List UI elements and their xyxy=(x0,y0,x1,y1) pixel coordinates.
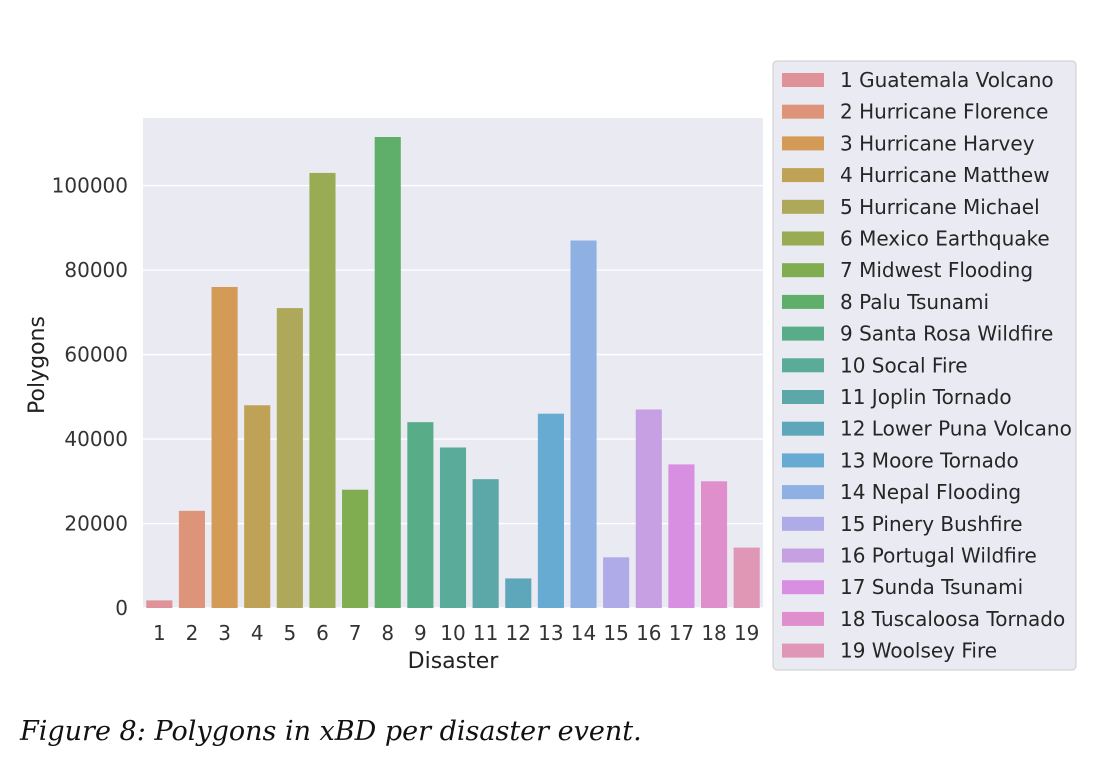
y-axis-label: Polygons xyxy=(25,316,50,414)
y-tick-label: 60000 xyxy=(64,343,128,367)
legend-swatch xyxy=(782,294,824,309)
bar-9 xyxy=(407,422,434,608)
bar-1 xyxy=(146,600,173,608)
legend-item-label: 17 Sunda Tsunami xyxy=(840,575,1023,599)
x-tick-label: 4 xyxy=(251,621,264,645)
legend-swatch xyxy=(782,231,824,246)
legend-swatch xyxy=(782,390,824,404)
legend-swatch xyxy=(782,73,824,87)
bar-2 xyxy=(178,510,205,608)
bar-8 xyxy=(374,137,401,609)
bar-4 xyxy=(244,405,271,608)
legend-box xyxy=(772,60,1077,671)
bar-11 xyxy=(472,479,499,608)
x-tick-label: 13 xyxy=(538,621,563,645)
legend-swatch xyxy=(782,136,824,151)
legend-item-label: 4 Hurricane Matthew xyxy=(840,163,1050,187)
bar-12 xyxy=(505,578,532,608)
legend-swatch xyxy=(782,611,824,626)
legend-item-label: 19 Woolsey Fire xyxy=(840,639,997,663)
bar-14 xyxy=(570,240,597,608)
x-tick-label: 3 xyxy=(218,621,231,645)
legend-item-label: 7 Midwest Flooding xyxy=(840,258,1033,282)
x-tick-labels: 1 2 3 4 5 6 7 8 9 10 11 12 13 14 15 16 17 18 19 xyxy=(153,621,759,645)
legend-swatch xyxy=(782,516,824,531)
legend-swatch xyxy=(782,168,824,183)
legend-swatch xyxy=(782,421,824,436)
legend-item-label: 18 Tuscaloosa Tornado xyxy=(840,607,1065,631)
x-tick-label: 12 xyxy=(506,621,531,645)
x-tick-label: 6 xyxy=(316,621,329,645)
legend-item-label: 5 Hurricane Michael xyxy=(840,195,1040,219)
bar-5 xyxy=(276,308,303,608)
legend-item-label: 6 Mexico Earthquake xyxy=(840,227,1050,251)
x-tick-label: 7 xyxy=(349,621,362,645)
legend-item-label: 1 Guatemala Volcano xyxy=(840,68,1054,92)
legend-swatch xyxy=(782,326,824,341)
bars xyxy=(146,137,760,609)
legend-swatch xyxy=(782,548,824,563)
bar-15 xyxy=(603,557,630,608)
x-tick-label: 2 xyxy=(186,621,199,645)
legend-item-label: 11 Joplin Tornado xyxy=(840,385,1012,409)
legend: 1 Guatemala Volcano 2 Hurricane Florence 3… xyxy=(772,60,1077,671)
legend-swatch xyxy=(782,580,824,595)
x-tick-label: 10 xyxy=(440,621,465,645)
bar-18 xyxy=(701,481,728,608)
x-tick-label: 8 xyxy=(381,621,394,645)
legend-item-label: 13 Moore Tornado xyxy=(840,448,1019,472)
legend-swatch xyxy=(782,643,824,658)
legend-item-label: 8 Palu Tsunami xyxy=(840,290,989,314)
legend-swatch xyxy=(782,263,824,278)
legend-swatch xyxy=(782,104,824,119)
x-tick-label: 17 xyxy=(669,621,694,645)
legend-swatch xyxy=(782,358,824,373)
legend-item-label: 10 Socal Fire xyxy=(840,353,968,377)
legend-item-label: 12 Lower Puna Volcano xyxy=(840,417,1072,441)
x-tick-label: 1 xyxy=(153,621,166,645)
legend-swatch xyxy=(782,453,824,468)
x-tick-label: 15 xyxy=(603,621,628,645)
x-tick-label: 5 xyxy=(283,621,296,645)
legend-item-label: 2 Hurricane Florence xyxy=(840,100,1048,124)
legend-swatch xyxy=(782,199,824,214)
bar-7 xyxy=(342,489,369,608)
x-tick-label: 9 xyxy=(414,621,427,645)
bar-19 xyxy=(733,547,760,608)
legend-swatch xyxy=(782,485,824,500)
figure-caption: Figure 8: Polygons in xBD per disaster e… xyxy=(20,716,642,747)
x-tick-label: 11 xyxy=(473,621,498,645)
legend-item-label: 3 Hurricane Harvey xyxy=(840,131,1035,155)
legend-item-label: 15 Pinery Bushfire xyxy=(840,512,1023,536)
x-tick-label: 16 xyxy=(636,621,661,645)
x-tick-label: 14 xyxy=(571,621,596,645)
bar-6 xyxy=(309,172,336,608)
y-tick-label: 80000 xyxy=(64,258,128,282)
y-tick-labels: 0 20000 40000 60000 80000 100000 xyxy=(52,174,128,620)
bar-10 xyxy=(439,447,467,608)
bar-13 xyxy=(537,413,564,608)
y-tick-label: 0 xyxy=(115,596,128,620)
legend-item-label: 16 Portugal Wildfire xyxy=(840,544,1037,568)
bar-17 xyxy=(668,464,695,608)
y-tick-label: 20000 xyxy=(64,512,128,536)
y-tick-label: 100000 xyxy=(52,174,128,198)
bar-3 xyxy=(211,286,238,608)
x-axis-label: Disaster xyxy=(408,649,500,674)
y-tick-label: 40000 xyxy=(64,427,128,451)
x-tick-label: 18 xyxy=(701,621,726,645)
x-tick-label: 19 xyxy=(734,621,759,645)
legend-item-label: 9 Santa Rosa Wildfire xyxy=(840,322,1053,346)
legend-item-label: 14 Nepal Flooding xyxy=(840,480,1021,504)
bar-16 xyxy=(635,409,662,608)
